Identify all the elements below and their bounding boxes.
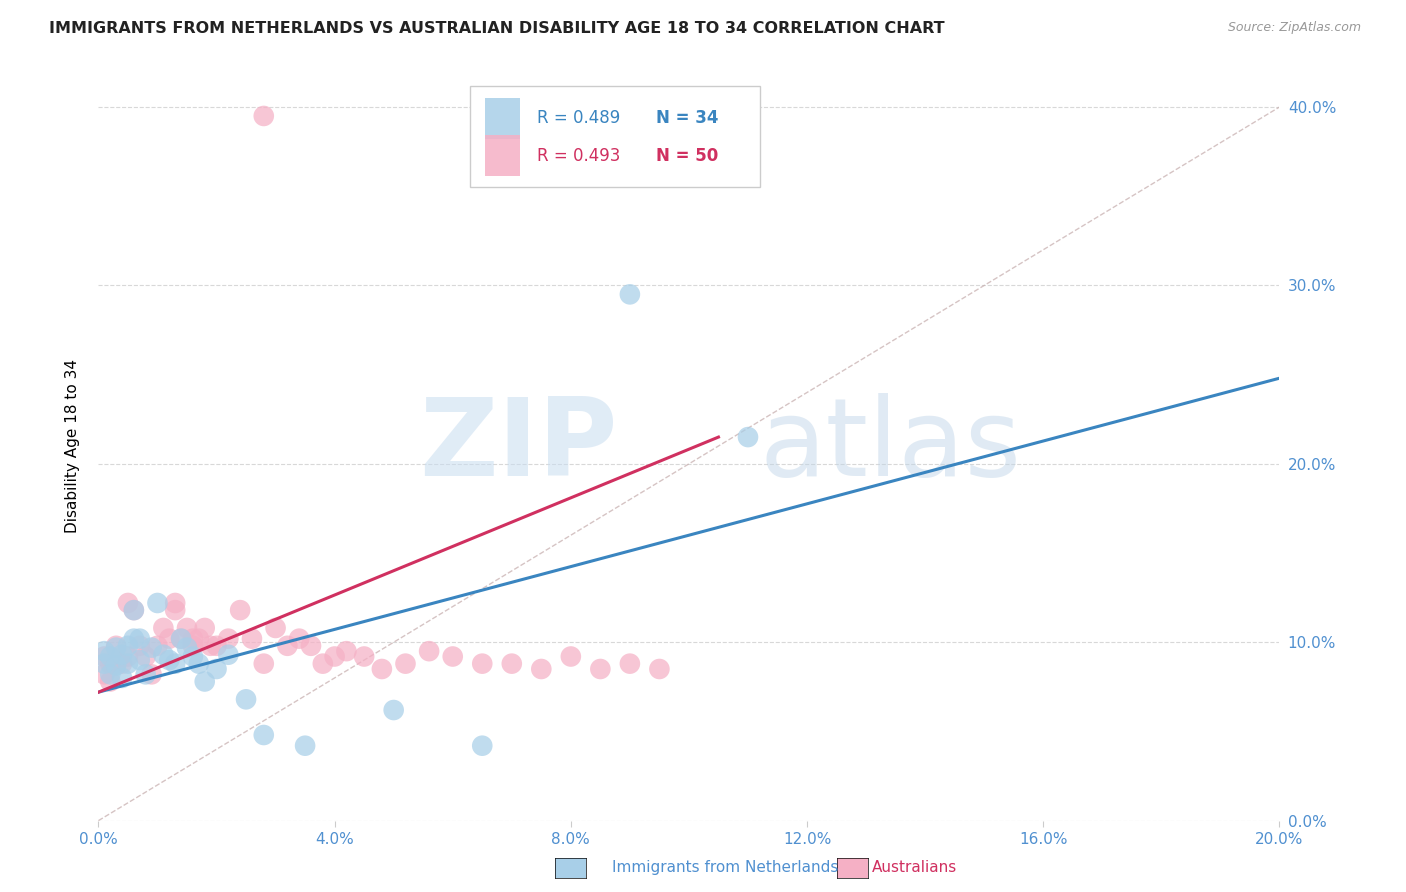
Point <box>294 739 316 753</box>
Point <box>235 692 257 706</box>
Point <box>146 639 169 653</box>
Point <box>382 703 405 717</box>
Point <box>187 632 209 646</box>
Point <box>737 430 759 444</box>
Point <box>128 639 150 653</box>
Point <box>253 109 276 123</box>
Text: R = 0.489: R = 0.489 <box>537 109 620 128</box>
Point <box>117 639 139 653</box>
Point <box>276 639 298 653</box>
Point <box>98 674 121 689</box>
Point <box>98 657 121 671</box>
Point <box>501 657 523 671</box>
Point <box>312 657 335 671</box>
Point <box>264 621 287 635</box>
Point <box>560 649 582 664</box>
Point <box>141 667 163 681</box>
Point <box>117 649 139 664</box>
Point <box>165 657 187 671</box>
Point <box>619 657 641 671</box>
Point <box>128 653 150 667</box>
Point <box>441 649 464 664</box>
Point <box>335 644 357 658</box>
Point <box>229 603 252 617</box>
Point <box>111 671 134 685</box>
Point <box>122 632 145 646</box>
Text: IMMIGRANTS FROM NETHERLANDS VS AUSTRALIAN DISABILITY AGE 18 TO 34 CORRELATION CH: IMMIGRANTS FROM NETHERLANDS VS AUSTRALIA… <box>49 21 945 37</box>
Point <box>93 649 115 664</box>
Point <box>165 596 187 610</box>
Bar <box>485 135 520 177</box>
Point <box>471 739 494 753</box>
Point <box>530 662 553 676</box>
Point <box>93 667 115 681</box>
Point <box>117 596 139 610</box>
Point <box>98 649 121 664</box>
Point <box>93 644 115 658</box>
Point <box>176 640 198 655</box>
Point <box>288 632 311 646</box>
Point <box>194 674 217 689</box>
Point <box>418 644 440 658</box>
Point <box>187 657 209 671</box>
Point <box>105 640 128 655</box>
Point <box>152 648 174 662</box>
Point <box>205 639 228 653</box>
Text: ZIP: ZIP <box>419 393 619 499</box>
Point <box>323 649 346 664</box>
Text: Source: ZipAtlas.com: Source: ZipAtlas.com <box>1227 21 1361 35</box>
Text: N = 34: N = 34 <box>655 109 718 128</box>
Point <box>217 648 239 662</box>
Point <box>122 603 145 617</box>
Point <box>135 667 157 681</box>
Point <box>105 658 128 673</box>
Point <box>141 640 163 655</box>
Point <box>394 657 416 671</box>
Point <box>217 632 239 646</box>
Point <box>299 639 322 653</box>
Point <box>152 621 174 635</box>
Point <box>240 632 263 646</box>
Point <box>253 657 276 671</box>
Text: R = 0.493: R = 0.493 <box>537 146 620 165</box>
Y-axis label: Disability Age 18 to 34: Disability Age 18 to 34 <box>65 359 80 533</box>
Point <box>93 657 115 671</box>
Point <box>181 649 204 664</box>
Text: N = 50: N = 50 <box>655 146 718 165</box>
Point <box>181 639 204 653</box>
Text: Immigrants from Netherlands: Immigrants from Netherlands <box>612 860 838 874</box>
Point <box>648 662 671 676</box>
Point <box>253 728 276 742</box>
Point <box>122 603 145 617</box>
Bar <box>485 97 520 139</box>
Text: atlas: atlas <box>759 393 1022 499</box>
FancyBboxPatch shape <box>471 87 759 187</box>
Point <box>165 603 187 617</box>
Point <box>589 662 612 676</box>
Point <box>371 662 394 676</box>
Point <box>105 657 128 671</box>
Text: Australians: Australians <box>872 860 957 874</box>
Point <box>181 632 204 646</box>
Point <box>135 649 157 664</box>
Point <box>619 287 641 301</box>
Point <box>170 632 193 646</box>
Point <box>128 632 150 646</box>
Point <box>105 639 128 653</box>
Point <box>117 657 139 671</box>
Point <box>146 596 169 610</box>
Point <box>157 653 180 667</box>
Point <box>200 639 222 653</box>
Point <box>98 667 121 681</box>
Point <box>157 632 180 646</box>
Point <box>353 649 375 664</box>
Point <box>205 662 228 676</box>
Point <box>111 657 134 671</box>
Point <box>194 621 217 635</box>
Point <box>176 621 198 635</box>
Point <box>471 657 494 671</box>
Point <box>170 632 193 646</box>
Point <box>111 648 134 662</box>
